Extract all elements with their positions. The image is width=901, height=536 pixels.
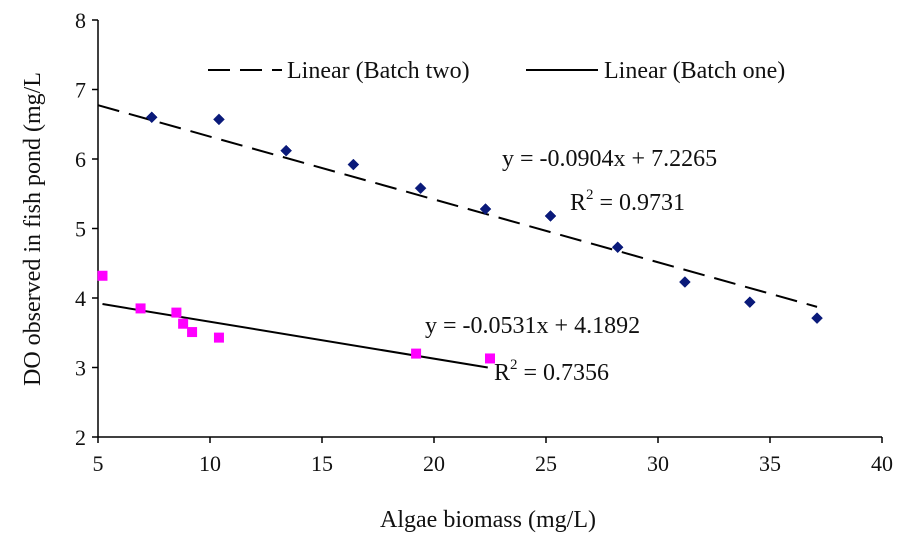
r2-label-batch-two: R <box>570 190 586 216</box>
batch-two-point <box>479 203 492 215</box>
data-points <box>97 111 823 364</box>
r2-exponent-batch-two: 2 <box>586 187 594 203</box>
batch-one-point <box>411 348 422 359</box>
x-axis-title: Algae biomass (mg/L) <box>380 507 596 533</box>
trendline-batch-two <box>97 104 818 308</box>
legend-label-batch-one: Linear (Batch one) <box>604 58 785 84</box>
y-tick-label: 2 <box>75 425 86 450</box>
y-tick-label: 7 <box>75 78 86 103</box>
batch-one-point <box>213 332 224 343</box>
batch-two-point <box>811 312 823 325</box>
x-tick-label: 10 <box>199 451 221 476</box>
r2-label-batch-one: R <box>494 360 510 386</box>
x-tick-label: 25 <box>535 451 557 476</box>
y-axis-title: DO observed in fish pond (mg/L <box>20 72 46 386</box>
r2-value-batch-two: = 0.9731 <box>594 190 686 216</box>
r2-batch-one: R2 = 0.7356 <box>494 357 609 386</box>
batch-two-point <box>544 210 557 222</box>
trendlines <box>97 104 818 369</box>
batch-one-point <box>187 327 198 338</box>
x-tick-label: 5 <box>93 451 104 476</box>
r2-batch-two: R2 = 0.9731 <box>570 187 685 216</box>
batch-two-point <box>414 182 427 195</box>
y-tick-label: 5 <box>75 217 86 242</box>
legend-label-batch-two: Linear (Batch two) <box>287 58 470 84</box>
x-tick-label: 20 <box>423 451 445 476</box>
equation-batch-two: y = -0.0904x + 7.2265 <box>502 146 717 172</box>
batch-two-point <box>280 144 293 157</box>
batch-two-point <box>145 111 158 124</box>
y-tick-label: 6 <box>75 147 86 172</box>
equation-batch-one: y = -0.0531x + 4.1892 <box>425 313 640 339</box>
batch-one-point <box>97 270 108 281</box>
y-tick-label: 3 <box>75 356 86 381</box>
x-tick-label: 40 <box>871 451 893 476</box>
legend: Linear (Batch two) Linear (Batch one) <box>208 58 785 84</box>
batch-one-point <box>178 318 189 329</box>
y-tick-label: 8 <box>75 8 86 33</box>
x-tick-label: 35 <box>759 451 781 476</box>
x-tick-label: 30 <box>647 451 669 476</box>
batch-two-point <box>743 296 756 309</box>
batch-two-point <box>679 276 691 288</box>
batch-two-point <box>347 158 360 171</box>
batch-two-point <box>611 241 624 254</box>
batch-two-point <box>213 113 225 126</box>
axes: 2 3 4 5 6 7 8 5 10 15 20 25 30 35 40 <box>75 8 893 476</box>
x-tick-label: 15 <box>311 451 333 476</box>
batch-one-point <box>485 353 495 364</box>
y-tick-label: 4 <box>75 286 86 311</box>
batch-one-point <box>135 303 146 314</box>
r2-exponent-batch-one: 2 <box>510 357 518 373</box>
trendline-batch-one <box>102 303 488 369</box>
r2-value-batch-one: = 0.7356 <box>518 360 610 386</box>
batch-one-point <box>171 307 182 318</box>
